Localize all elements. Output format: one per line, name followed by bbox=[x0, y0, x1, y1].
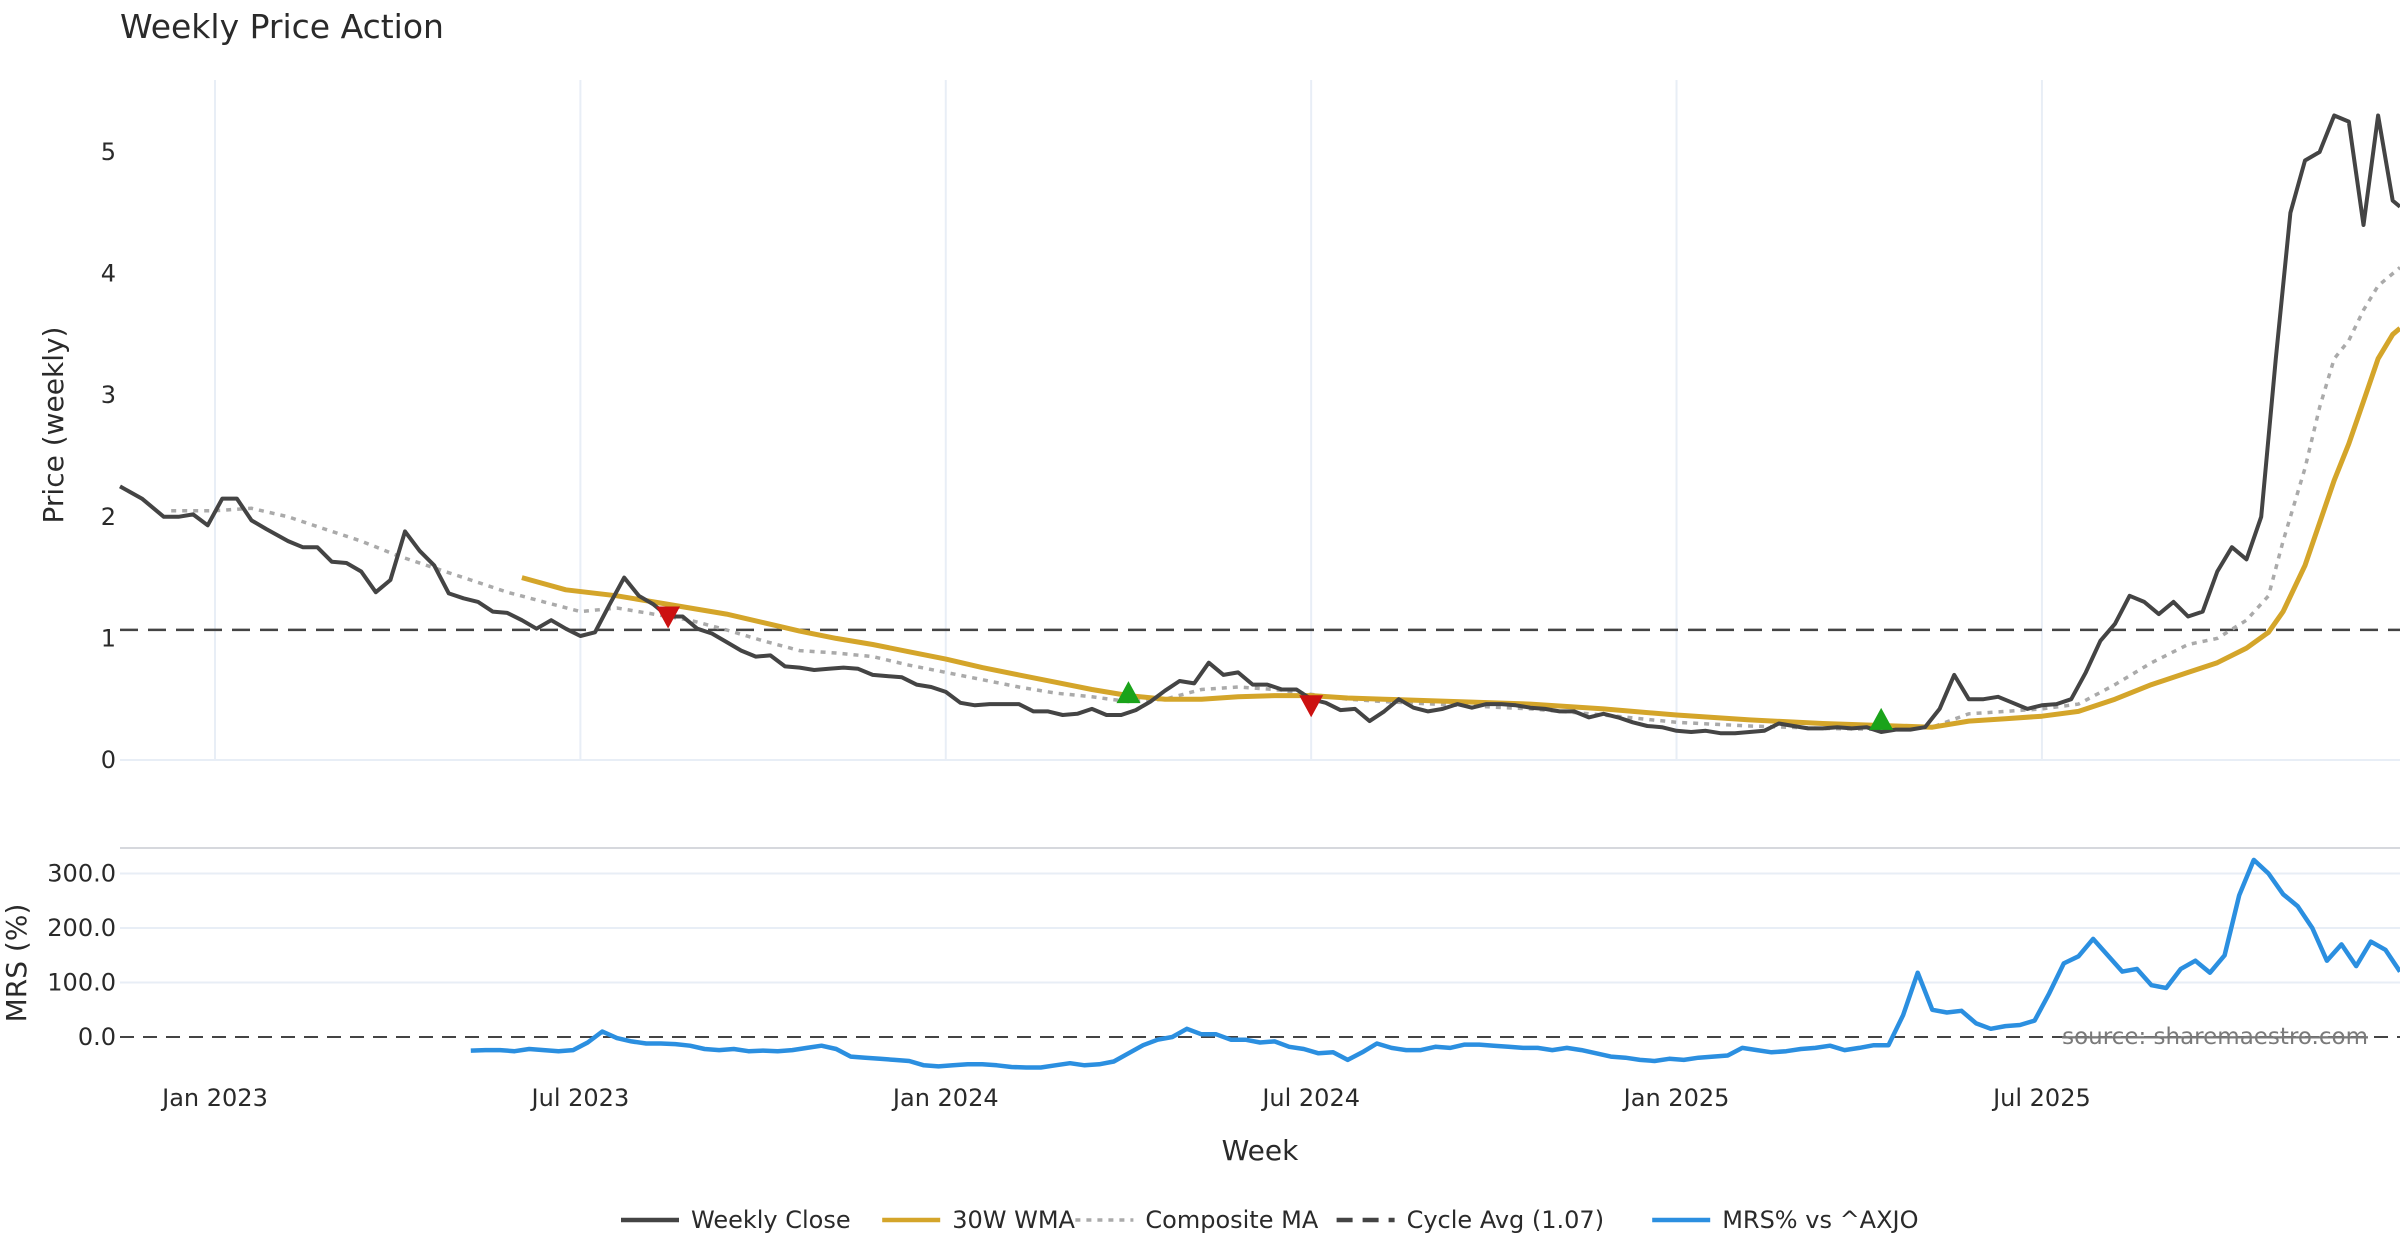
price-y-tick-1: 1 bbox=[101, 624, 116, 652]
sell-signal-marker-0 bbox=[656, 606, 681, 629]
x-axis-label: Week bbox=[1222, 1134, 1299, 1167]
price-y-axis-label: Price (weekly) bbox=[37, 327, 70, 524]
x-tick-5: Jul 2025 bbox=[1991, 1084, 2091, 1112]
legend-label-cycle: Cycle Avg (1.07) bbox=[1407, 1206, 1604, 1234]
legend-label-close: Weekly Close bbox=[691, 1206, 851, 1234]
mrs-y-axis-label: MRS (%) bbox=[0, 904, 33, 1023]
price-y-tick-2: 2 bbox=[101, 503, 116, 531]
x-tick-2: Jan 2024 bbox=[891, 1084, 999, 1112]
buy-signal-marker-3 bbox=[1869, 707, 1894, 730]
sell-signal-marker-2 bbox=[1299, 695, 1324, 718]
signal-markers bbox=[656, 606, 1894, 730]
price-y-tick-0: 0 bbox=[101, 746, 116, 774]
legend-label-mrs: MRS% vs ^AXJO bbox=[1722, 1206, 1918, 1234]
mrs-y-tick-3: 300.0 bbox=[47, 860, 116, 888]
source-watermark: source: sharemaestro.com bbox=[2062, 1024, 2368, 1050]
mrs-y-tick-0: 0.0 bbox=[78, 1023, 116, 1051]
mrs-y-tick-2: 200.0 bbox=[47, 914, 116, 942]
buy-signal-marker-1 bbox=[1116, 681, 1141, 704]
legend: Weekly Close 30W WMA Composite MA Cycle Avg… bbox=[621, 1206, 1919, 1234]
price-y-tick-5: 5 bbox=[101, 138, 116, 166]
price-y-tick-3: 3 bbox=[101, 381, 116, 409]
x-tick-3: Jul 2024 bbox=[1260, 1084, 1360, 1112]
weekly-close-series bbox=[119, 113, 2400, 736]
x-tick-4: Jan 2025 bbox=[1622, 1084, 1730, 1112]
mrs-y-ticks: 0.0 100.0 200.0 300.0 bbox=[47, 860, 116, 1052]
mrs-series bbox=[470, 857, 2400, 1070]
mrs-gridlines bbox=[120, 872, 2400, 984]
price-y-ticks: 0 1 2 3 4 5 bbox=[101, 138, 116, 774]
composite-ma-series bbox=[171, 266, 2400, 732]
price-gridlines bbox=[120, 80, 2400, 761]
x-tick-0: Jan 2023 bbox=[160, 1084, 268, 1112]
legend-label-composite: Composite MA bbox=[1145, 1206, 1318, 1234]
x-ticks: Jan 2023 Jul 2023 Jan 2024 Jul 2024 Jan 2025… bbox=[160, 1084, 2091, 1112]
x-tick-1: Jul 2023 bbox=[530, 1084, 630, 1112]
price-y-tick-4: 4 bbox=[101, 260, 116, 288]
mrs-y-tick-1: 100.0 bbox=[47, 969, 116, 997]
wma-series bbox=[521, 326, 2400, 730]
legend-label-wma: 30W WMA bbox=[952, 1206, 1075, 1234]
chart-title: Weekly Price Action bbox=[120, 7, 444, 46]
